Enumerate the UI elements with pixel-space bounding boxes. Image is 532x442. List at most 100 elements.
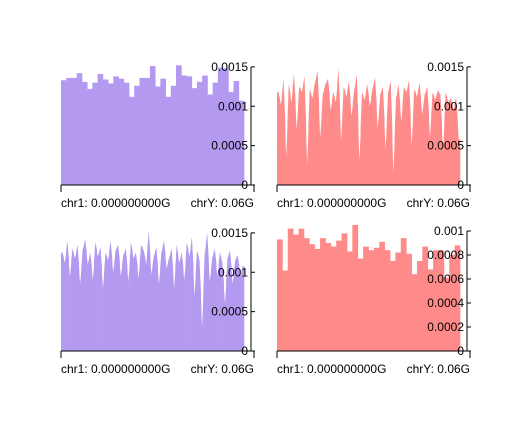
area-segment: [191, 237, 194, 351]
bar: [129, 97, 135, 185]
bar: [145, 78, 151, 185]
bar: [342, 233, 348, 351]
area-segment: [369, 95, 372, 185]
area-segment: [94, 242, 97, 351]
y-tick-label: 0: [241, 178, 248, 192]
bar: [66, 78, 72, 185]
bar: [166, 97, 172, 185]
bar: [395, 253, 401, 351]
x-tick-label-end: chrY: 0.06G: [407, 196, 470, 210]
bar: [160, 79, 166, 185]
bar: [82, 82, 88, 185]
area-segment: [178, 254, 181, 351]
chart-panel-2: chr1: 0.000000000G chrY: 0.06G 0 0.0005 0.00…: [277, 60, 471, 210]
bar: [197, 82, 203, 185]
bar: [352, 225, 358, 351]
area-segment: [345, 89, 348, 185]
area-segment: [135, 253, 138, 351]
area-segment: [163, 241, 166, 351]
bar: [223, 68, 229, 185]
area-segment: [321, 89, 324, 185]
area-segment: [79, 264, 82, 351]
y-tick-label: 0.001: [218, 265, 248, 279]
area-segment: [384, 118, 387, 185]
bar: [202, 76, 208, 185]
area-segment: [170, 249, 173, 351]
area-segment: [211, 253, 214, 351]
area-segment: [89, 253, 92, 351]
bar: [406, 254, 412, 351]
area-segment: [183, 261, 186, 351]
bar: [277, 239, 283, 351]
area-segment: [314, 77, 317, 185]
bar: [155, 87, 161, 185]
area-segment: [358, 118, 361, 185]
area-segment: [303, 76, 306, 185]
area-segment: [298, 87, 301, 185]
y-tick-label: 0.0005: [211, 139, 248, 153]
area-segment: [327, 79, 330, 185]
area-segment: [97, 249, 100, 351]
area-segment: [342, 87, 345, 185]
area-segment: [287, 84, 290, 185]
area-segment: [361, 92, 364, 185]
area-segment: [379, 91, 382, 186]
bar: [134, 86, 140, 185]
area-segment: [382, 87, 385, 185]
area-segment: [282, 79, 285, 185]
area-segment: [173, 266, 176, 351]
area-segment: [153, 252, 156, 351]
y-tick-label: 0.0005: [427, 139, 464, 153]
area-segment: [395, 91, 398, 185]
bar: [234, 81, 240, 185]
area-segment: [127, 262, 130, 351]
area-segment: [442, 122, 445, 185]
bar: [119, 79, 125, 185]
area-segment: [423, 91, 426, 186]
area-segment: [71, 249, 74, 351]
bar: [309, 244, 315, 351]
bar: [176, 65, 182, 185]
area-segment: [158, 266, 161, 351]
area-segment: [69, 258, 72, 351]
bar: [358, 259, 364, 351]
area-segment: [150, 253, 153, 351]
area-segment: [117, 245, 120, 351]
y-tick-label: 0.0006: [427, 272, 464, 286]
area-segment: [337, 68, 340, 185]
area-segment: [206, 233, 209, 351]
area-segment: [348, 81, 351, 185]
area-segment: [180, 253, 183, 351]
bar: [325, 243, 331, 351]
area-segment: [66, 241, 69, 351]
bar: [320, 238, 326, 351]
area-segment: [366, 84, 369, 185]
bar: [218, 68, 224, 185]
bar: [282, 271, 288, 351]
area-segment: [76, 245, 79, 351]
x-tick-label-start: chr1: 0.000000000G: [277, 196, 386, 210]
area-segment: [81, 245, 84, 351]
area-segment: [421, 98, 424, 185]
area-segment: [165, 255, 168, 351]
bar: [374, 248, 380, 351]
area-segment: [402, 87, 405, 185]
area-segment: [145, 248, 148, 351]
area-segment: [324, 81, 327, 185]
bar: [369, 250, 375, 351]
bar: [124, 83, 130, 185]
area-segment: [340, 105, 343, 185]
area-segment: [214, 249, 217, 351]
area-segment: [410, 113, 413, 185]
x-tick-label-end: chrY: 0.06G: [191, 196, 254, 210]
area-segment: [376, 103, 379, 185]
x-tick-label-end: chrY: 0.06G: [191, 362, 254, 376]
x-tick-label-end: chrY: 0.06G: [407, 362, 470, 376]
area-segment: [363, 92, 366, 185]
y-tick-label: 0.001: [434, 224, 464, 238]
area-segment: [335, 85, 338, 185]
area-segment: [125, 249, 128, 351]
area-segment: [74, 251, 77, 351]
area-segment: [122, 252, 125, 351]
